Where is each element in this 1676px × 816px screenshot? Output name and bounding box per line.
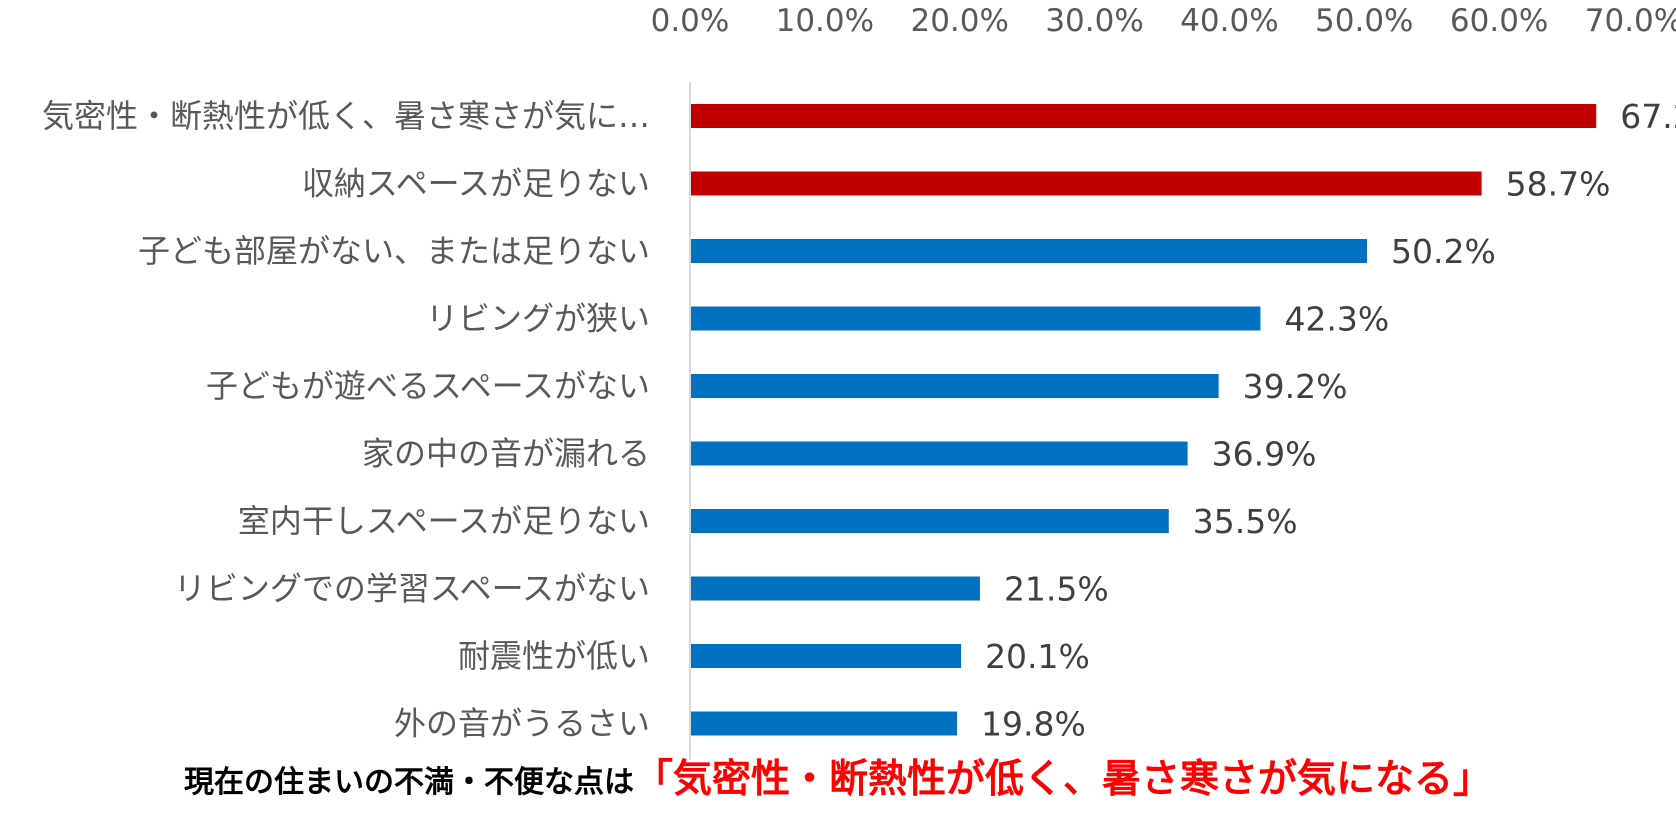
value-label: 21.5% [1004,570,1109,609]
x-tick-label: 20.0% [910,3,1008,39]
category-label: 外の音がうるさい [394,705,650,743]
category-label: 気密性・断熱性が低く、暑さ寒さが気に… [42,97,650,135]
category-label: リビングが狭い [426,300,650,338]
bar [691,644,962,668]
chart-caption: 現在の住まいの不満・不便な点は「気密性・断熱性が低く、暑さ寒さが気になる」 [0,748,1676,804]
value-label: 50.2% [1391,232,1496,271]
category-label: 耐震性が低い [458,637,650,675]
value-label: 39.2% [1243,367,1348,406]
bar [691,441,1188,466]
value-label: 67.2% [1620,97,1676,136]
x-tick-label: 60.0% [1450,3,1548,39]
value-label: 42.3% [1284,300,1389,339]
category-label: 収納スペースが足りない [302,165,650,203]
bar [691,306,1261,331]
caption-highlight: 「気密性・断熱性が低く、暑さ寒さが気になる」 [633,757,1492,802]
x-tick-label: 30.0% [1045,3,1143,39]
value-label: 35.5% [1193,502,1298,541]
value-label: 58.7% [1506,165,1611,204]
category-label: 家の中の音が漏れる [362,435,650,473]
bar [691,576,980,601]
x-tick-label: 70.0% [1585,3,1676,39]
x-tick-label: 10.0% [776,3,874,39]
value-label: 20.1% [985,637,1090,676]
bar [691,374,1219,398]
bar-series: 67.2%58.7% 50.2%42.3% 39.2% 36.9% 35.5% 21.5%… [691,97,1676,744]
bar [691,711,958,736]
bar [691,509,1169,533]
x-tick-label: 0.0% [651,3,730,39]
value-label: 36.9% [1212,435,1317,474]
category-label: 室内干しスペースが足りない [238,502,650,540]
value-label: 19.8% [981,705,1086,744]
x-axis: 0.0% 10.0% 20.0% 30.0% 40.0% 50.0% 60.0% 70.0% [651,3,1676,760]
category-label: 子どもが遊べるスペースがない [206,367,650,405]
category-axis: 気密性・断熱性が低く、暑さ寒さが気に… 収納スペースが足りない子ども部屋がない、ま… [42,97,650,743]
bar [691,104,1597,128]
caption-prefix: 現在の住まいの不満・不便な点は [183,765,634,800]
bar [691,171,1482,196]
bar [691,239,1367,263]
category-label: リビングでの学習スペースがない [174,570,650,608]
x-tick-label: 50.0% [1315,3,1413,39]
category-label: 子ども部屋がない、または足りない [138,232,650,270]
x-tick-label: 40.0% [1180,3,1278,39]
